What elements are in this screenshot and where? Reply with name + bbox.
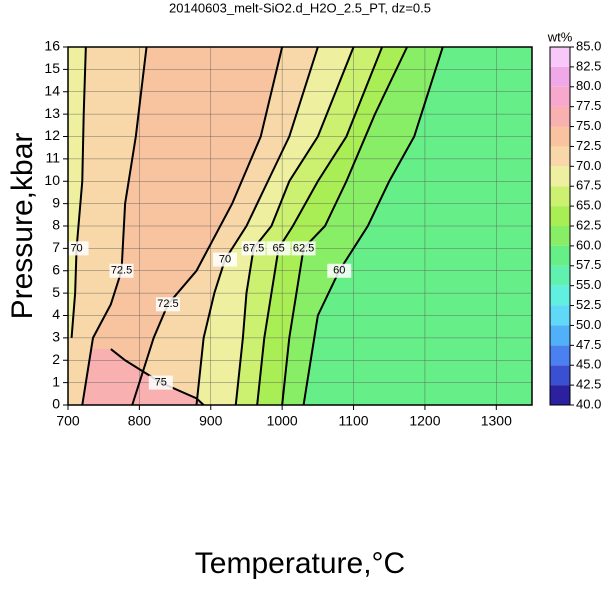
contour-label-bg: [148, 375, 173, 390]
colorbar-swatch: [550, 47, 570, 67]
contour-label: 70: [219, 253, 231, 265]
y-tick-label: 8: [52, 217, 60, 233]
colorbar-tick-label: 45.0: [576, 357, 601, 372]
x-tick-label: 1100: [338, 413, 368, 429]
colorbar-swatch: [550, 186, 570, 207]
y-tick-label: 5: [52, 284, 60, 300]
y-tick-label: 2: [52, 351, 60, 367]
contour-line: [70, 46, 87, 338]
colorbar-tick-label: 55.0: [576, 277, 601, 292]
colorbar-tick-label: 60.0: [576, 237, 601, 252]
contour-label: 60: [333, 265, 345, 277]
contour-label-bg: [64, 241, 89, 256]
contour-label: 72.5: [157, 298, 178, 310]
contour-label-bg: [213, 252, 238, 267]
colorbar-tick-label: 77.5: [576, 98, 601, 113]
y-tick-label: 15: [44, 60, 60, 76]
x-tick-label: 800: [128, 413, 152, 429]
contour-label-bg: [327, 263, 352, 278]
contour-label: 72.5: [111, 265, 132, 277]
contour-label-bg: [291, 241, 316, 256]
colorbar-tick-label: 47.5: [576, 337, 601, 352]
y-tick-label: 10: [44, 172, 60, 188]
contour-fill: [68, 47, 86, 338]
colorbar-label: wt%: [547, 29, 573, 44]
colorbar-swatch: [550, 166, 570, 187]
colorbar-tick-label: 40.0: [576, 396, 601, 411]
colorbar-swatch: [550, 126, 570, 147]
contour-label: 75: [155, 377, 167, 389]
y-axis-label: Pressure,kbar: [6, 133, 39, 320]
colorbar-swatch: [550, 285, 570, 306]
y-tick-label: 12: [44, 127, 60, 143]
colorbar-swatch: [550, 226, 570, 246]
y-tick-label: 7: [52, 239, 60, 255]
colorbar-tick-label: 85.0: [576, 38, 601, 53]
contour-label: 67.5: [243, 242, 264, 254]
colorbar-tick-label: 50.0: [576, 317, 601, 332]
colorbar-tick-label: 52.5: [576, 297, 601, 312]
colorbar-tick-label: 72.5: [576, 138, 601, 153]
y-tick-label: 16: [44, 38, 60, 54]
colorbar-tick-label: 42.5: [576, 377, 601, 392]
colorbar-swatch: [550, 86, 570, 107]
y-tick-label: 4: [52, 306, 60, 322]
colorbar-swatch: [550, 206, 570, 226]
colorbar-tick-label: 65.0: [576, 198, 601, 213]
contour-label-bg: [109, 263, 134, 278]
colorbar-swatch: [550, 106, 570, 127]
colorbar-tick-label: 70.0: [576, 158, 601, 173]
contour-fill: [68, 349, 204, 405]
x-tick-label: 1300: [481, 413, 512, 429]
y-tick-label: 11: [45, 150, 60, 166]
colorbar-swatch: [550, 305, 570, 326]
contour-label: 65: [272, 242, 284, 254]
y-tick-label: 3: [52, 329, 60, 345]
contour-label-bg: [241, 241, 266, 256]
contour-label-bg: [155, 297, 180, 312]
contour-label: 62.5: [293, 242, 314, 254]
colorbar-tick-label: 57.5: [576, 257, 601, 272]
y-tick-label: 6: [52, 261, 60, 277]
colorbar-swatch: [550, 146, 570, 167]
y-tick-label: 13: [44, 105, 60, 121]
y-tick-label: 0: [52, 396, 60, 412]
colorbar-swatch: [550, 365, 570, 386]
colorbar-swatch: [550, 245, 570, 266]
y-tick-label: 9: [52, 194, 60, 210]
colorbar-tick-label: 62.5: [576, 217, 601, 232]
y-tick-label: 1: [52, 373, 60, 389]
colorbar-swatch: [550, 385, 570, 405]
colorbar-tick-label: 82.5: [576, 58, 601, 73]
contour-label-bg: [266, 241, 291, 256]
x-tick-label: 900: [199, 413, 223, 429]
colorbar-tick-label: 80.0: [576, 78, 601, 93]
x-tick-label: 700: [56, 413, 80, 429]
y-tick-label: 14: [44, 82, 60, 98]
x-tick-label: 1000: [267, 413, 298, 429]
chart-title: 20140603_melt-SiO2.d_H2O_2.5_PT, dz=0.5: [169, 0, 431, 15]
x-tick-label: 1200: [409, 413, 440, 429]
colorbar-tick-label: 67.5: [576, 178, 601, 193]
colorbar-tick-label: 75.0: [576, 118, 601, 133]
contour-label: 70: [70, 242, 82, 254]
colorbar-swatch: [550, 325, 570, 346]
colorbar-swatch: [550, 265, 570, 286]
x-axis-label: Temperature,°C: [195, 547, 405, 580]
colorbar-swatch: [550, 345, 570, 366]
colorbar-swatch: [550, 66, 570, 87]
